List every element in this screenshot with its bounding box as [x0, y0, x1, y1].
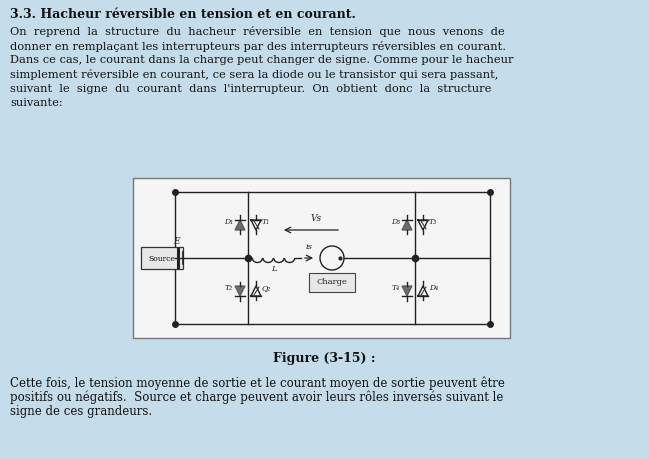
- Polygon shape: [235, 286, 245, 296]
- Text: Vs: Vs: [310, 214, 321, 223]
- Text: is: is: [306, 243, 312, 251]
- Text: simplement réversible en courant, ce sera la diode ou le transistor qui sera pas: simplement réversible en courant, ce ser…: [10, 69, 498, 80]
- Bar: [309, 273, 355, 292]
- Polygon shape: [235, 220, 245, 230]
- Text: L: L: [271, 265, 276, 273]
- Polygon shape: [418, 286, 428, 296]
- Text: E: E: [173, 237, 179, 246]
- Polygon shape: [402, 220, 412, 230]
- Text: T₄: T₄: [392, 284, 400, 292]
- Text: D₃: D₃: [391, 218, 400, 226]
- Polygon shape: [251, 220, 261, 230]
- Text: 3.3. Hacheur réversible en tension et en courant.: 3.3. Hacheur réversible en tension et en…: [10, 8, 356, 21]
- Text: Dans ce cas, le courant dans la charge peut changer de signe. Comme pour le hach: Dans ce cas, le courant dans la charge p…: [10, 55, 513, 65]
- Text: Charge: Charge: [317, 279, 347, 286]
- Text: donner en remplaçant les interrupteurs par des interrupteurs réversibles en cour: donner en remplaçant les interrupteurs p…: [10, 40, 506, 51]
- Text: signe de ces grandeurs.: signe de ces grandeurs.: [10, 405, 152, 418]
- Text: T₂: T₂: [225, 284, 233, 292]
- Polygon shape: [402, 286, 412, 296]
- Text: T₁: T₁: [262, 218, 270, 226]
- Polygon shape: [251, 286, 261, 296]
- Text: positifs ou négatifs.  Source et charge peuvent avoir leurs rôles inversés suiva: positifs ou négatifs. Source et charge p…: [10, 391, 504, 404]
- Text: suivante:: suivante:: [10, 99, 62, 108]
- Bar: [141, 247, 183, 269]
- Bar: [133, 178, 510, 338]
- Text: suivant  le  signe  du  courant  dans  l'interrupteur.  On  obtient  donc  la  s: suivant le signe du courant dans l'inter…: [10, 84, 491, 94]
- Text: T₃: T₃: [429, 218, 437, 226]
- Text: D₁: D₁: [224, 218, 233, 226]
- Text: Cette fois, le tension moyenne de sortie et le courant moyen de sortie peuvent ê: Cette fois, le tension moyenne de sortie…: [10, 376, 505, 390]
- Text: Q₂: Q₂: [262, 284, 271, 292]
- Text: Source: Source: [149, 255, 175, 263]
- Text: On  reprend  la  structure  du  hacheur  réversible  en  tension  que  nous  ven: On reprend la structure du hacheur réver…: [10, 26, 505, 37]
- Polygon shape: [418, 220, 428, 230]
- Text: Figure (3-15) :: Figure (3-15) :: [273, 352, 376, 365]
- Text: D₄: D₄: [429, 284, 438, 292]
